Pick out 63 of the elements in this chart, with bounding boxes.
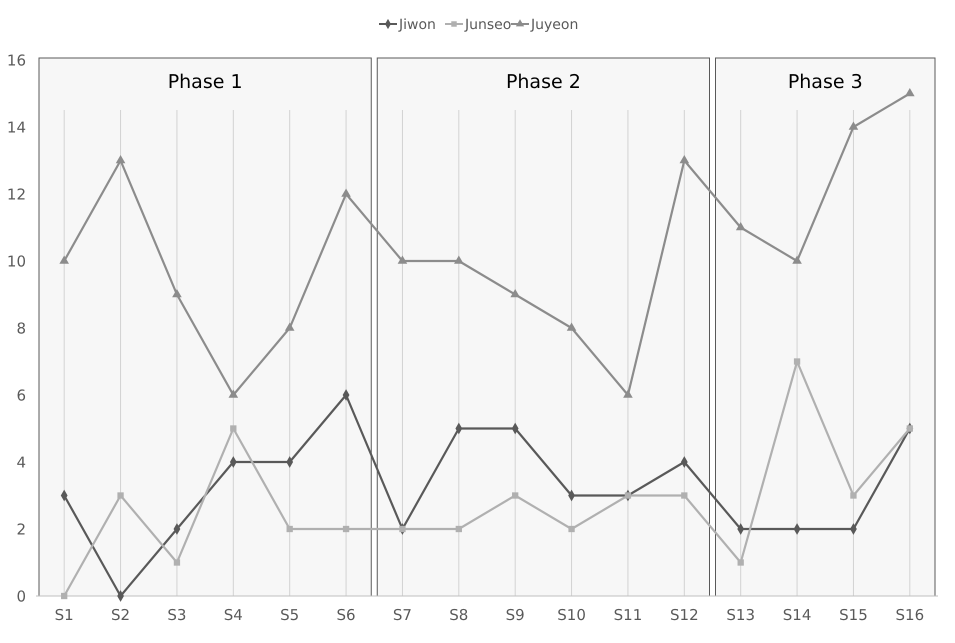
y-tick-label: 4 [16,453,26,472]
x-tick-label: S9 [506,606,525,624]
legend-label: Jiwon [398,16,436,33]
point [59,255,69,264]
y-tick-label: 6 [16,386,26,404]
point [624,492,632,499]
point [510,288,520,298]
point [512,492,518,499]
point [794,358,800,365]
point [906,425,913,432]
x-tick-label: S8 [449,606,468,624]
x-tick-label: S3 [167,606,186,624]
point [566,322,576,331]
x-tick-label: S12 [670,606,699,624]
x-tick-label: S1 [54,606,74,624]
y-tick-label: 10 [6,252,26,270]
point [850,492,857,499]
point [117,492,124,499]
legend-label: Junseo [464,16,512,33]
band-label: Phase 3 [788,71,863,93]
point [623,389,633,398]
x-tick-label: S2 [111,606,130,624]
x-tick-label: S11 [614,606,642,624]
x-tick-label: S14 [782,606,812,624]
point [848,121,858,130]
x-tick-label: S13 [726,606,755,624]
point [172,288,182,298]
point [230,425,236,432]
point [284,322,294,331]
y-tick-label: 2 [16,520,26,538]
x-tick-label: S15 [839,606,868,624]
y-tick-label: 12 [6,185,26,204]
x-tick-label: S5 [280,606,300,624]
x-tick-label: S6 [336,606,356,624]
point [681,492,688,499]
point [736,222,746,230]
point [905,88,915,96]
y-tick-label: 8 [16,319,26,338]
point [738,559,744,566]
y-tick-label: 0 [16,587,26,606]
point [286,526,293,532]
point [116,154,126,164]
legend-label: Juyeon [530,16,578,33]
point [399,526,406,532]
point [342,526,350,532]
x-tick-label: S10 [557,606,586,624]
point [61,592,68,600]
y-tick-label: 14 [6,118,26,136]
x-tick-label: S4 [224,606,243,624]
x-tick-label: S7 [392,606,412,624]
point [680,154,690,164]
point [456,526,462,532]
point [228,389,238,398]
point [792,255,802,264]
band-label: Phase 2 [506,71,581,93]
point [398,255,408,264]
point [568,526,575,532]
y-tick-label: 16 [6,51,26,70]
point [341,188,351,197]
x-tick-label: S16 [896,606,924,624]
point [454,255,464,264]
point [174,559,180,566]
band-label: Phase 1 [168,71,243,93]
